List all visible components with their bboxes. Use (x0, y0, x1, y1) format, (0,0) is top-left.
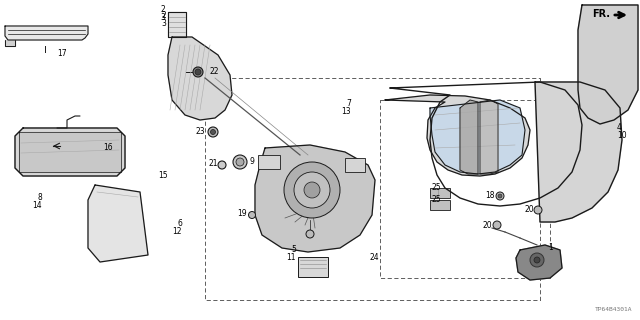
Text: 8: 8 (37, 193, 42, 202)
Text: 6: 6 (177, 220, 182, 228)
Bar (298, 257, 328, 277)
Polygon shape (578, 5, 638, 124)
Text: 7: 7 (346, 99, 351, 108)
Circle shape (233, 155, 247, 169)
Text: 15: 15 (158, 172, 168, 180)
Text: 9: 9 (249, 157, 254, 166)
Bar (345, 158, 365, 172)
Circle shape (248, 212, 255, 219)
Text: 21: 21 (209, 158, 218, 167)
Circle shape (530, 253, 544, 267)
Text: FR.: FR. (592, 9, 610, 19)
Text: 13: 13 (341, 107, 351, 116)
Circle shape (493, 221, 501, 229)
Text: 10: 10 (617, 132, 627, 140)
Circle shape (294, 172, 330, 208)
Text: 16: 16 (103, 143, 113, 153)
Text: 20: 20 (483, 220, 492, 229)
Polygon shape (15, 128, 125, 176)
Polygon shape (480, 100, 498, 174)
Text: 14: 14 (33, 201, 42, 210)
Polygon shape (168, 37, 232, 120)
Polygon shape (516, 245, 562, 280)
Polygon shape (460, 100, 478, 174)
Polygon shape (430, 100, 525, 174)
Text: 18: 18 (486, 191, 495, 201)
Polygon shape (5, 40, 15, 46)
Circle shape (195, 69, 201, 75)
Text: 20: 20 (524, 205, 534, 214)
Text: 4: 4 (617, 124, 622, 132)
Bar (430, 200, 450, 210)
Circle shape (306, 230, 314, 238)
Circle shape (496, 192, 504, 200)
Text: 2: 2 (161, 12, 166, 20)
Polygon shape (19, 132, 121, 172)
Text: TP64B4301A: TP64B4301A (595, 307, 632, 312)
Text: 12: 12 (173, 228, 182, 236)
Polygon shape (168, 12, 186, 37)
Polygon shape (535, 82, 622, 222)
Text: 17: 17 (57, 49, 67, 58)
Polygon shape (5, 26, 88, 40)
Polygon shape (88, 185, 148, 262)
Text: 3: 3 (161, 13, 165, 22)
Polygon shape (255, 145, 375, 252)
Circle shape (236, 158, 244, 166)
Text: 25: 25 (432, 196, 442, 204)
Polygon shape (385, 95, 530, 176)
Circle shape (534, 206, 542, 214)
Bar (258, 155, 280, 169)
Circle shape (534, 257, 540, 263)
Circle shape (284, 162, 340, 218)
Circle shape (211, 130, 216, 134)
Text: 1: 1 (548, 244, 553, 252)
Text: 20: 20 (305, 211, 315, 220)
Text: 19: 19 (237, 209, 247, 218)
Circle shape (304, 182, 320, 198)
Circle shape (218, 161, 226, 169)
Circle shape (208, 127, 218, 137)
Text: 5: 5 (291, 245, 296, 254)
Circle shape (498, 194, 502, 198)
Text: 3: 3 (161, 20, 166, 28)
Text: 25: 25 (432, 183, 442, 193)
Bar (430, 188, 450, 198)
Text: 11: 11 (287, 253, 296, 262)
Circle shape (193, 67, 203, 77)
Text: 2: 2 (161, 5, 165, 14)
Text: 23: 23 (195, 127, 205, 137)
Text: 22: 22 (210, 68, 220, 76)
Text: 24: 24 (369, 253, 379, 262)
